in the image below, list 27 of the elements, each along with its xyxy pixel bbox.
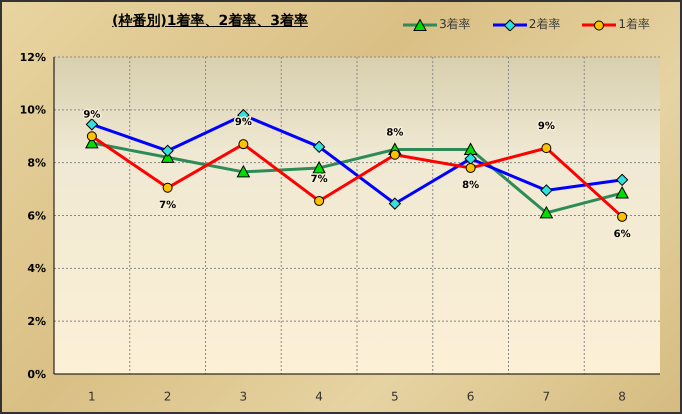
chart-title: (枠番別)1着率、2着率、3着率	[112, 12, 308, 30]
y-tick-label: 8%	[27, 156, 46, 170]
x-tick-label: 4	[315, 390, 323, 404]
data-label: 7%	[159, 200, 176, 211]
data-label: 9%	[538, 121, 555, 132]
y-tick-label: 4%	[27, 262, 46, 276]
x-tick-label: 3	[240, 390, 248, 404]
x-tick-label: 2	[164, 390, 172, 404]
data-label: 7%	[310, 174, 328, 185]
data-label: 9%	[83, 109, 100, 120]
y-tick-label: 0%	[27, 368, 46, 381]
x-tick-label: 1	[88, 390, 96, 404]
legend-label: 1着率	[618, 16, 650, 33]
y-tick-label: 10%	[20, 104, 46, 117]
x-tick-label: 6	[466, 390, 474, 404]
x-tick-label: 7	[542, 390, 550, 404]
data-label: 8%	[462, 180, 480, 191]
legend-label: 3着率	[439, 16, 471, 33]
y-tick-label: 2%	[27, 315, 46, 328]
x-tick-label: 8	[618, 390, 626, 404]
legend-label: 2着率	[528, 16, 560, 33]
data-label: 8%	[386, 128, 404, 139]
data-label: 6%	[614, 228, 631, 240]
y-tick-label: 12%	[20, 50, 46, 64]
y-tick-label: 6%	[27, 209, 46, 222]
data-label: 9%	[234, 117, 252, 128]
x-tick-label: 5	[391, 390, 399, 404]
